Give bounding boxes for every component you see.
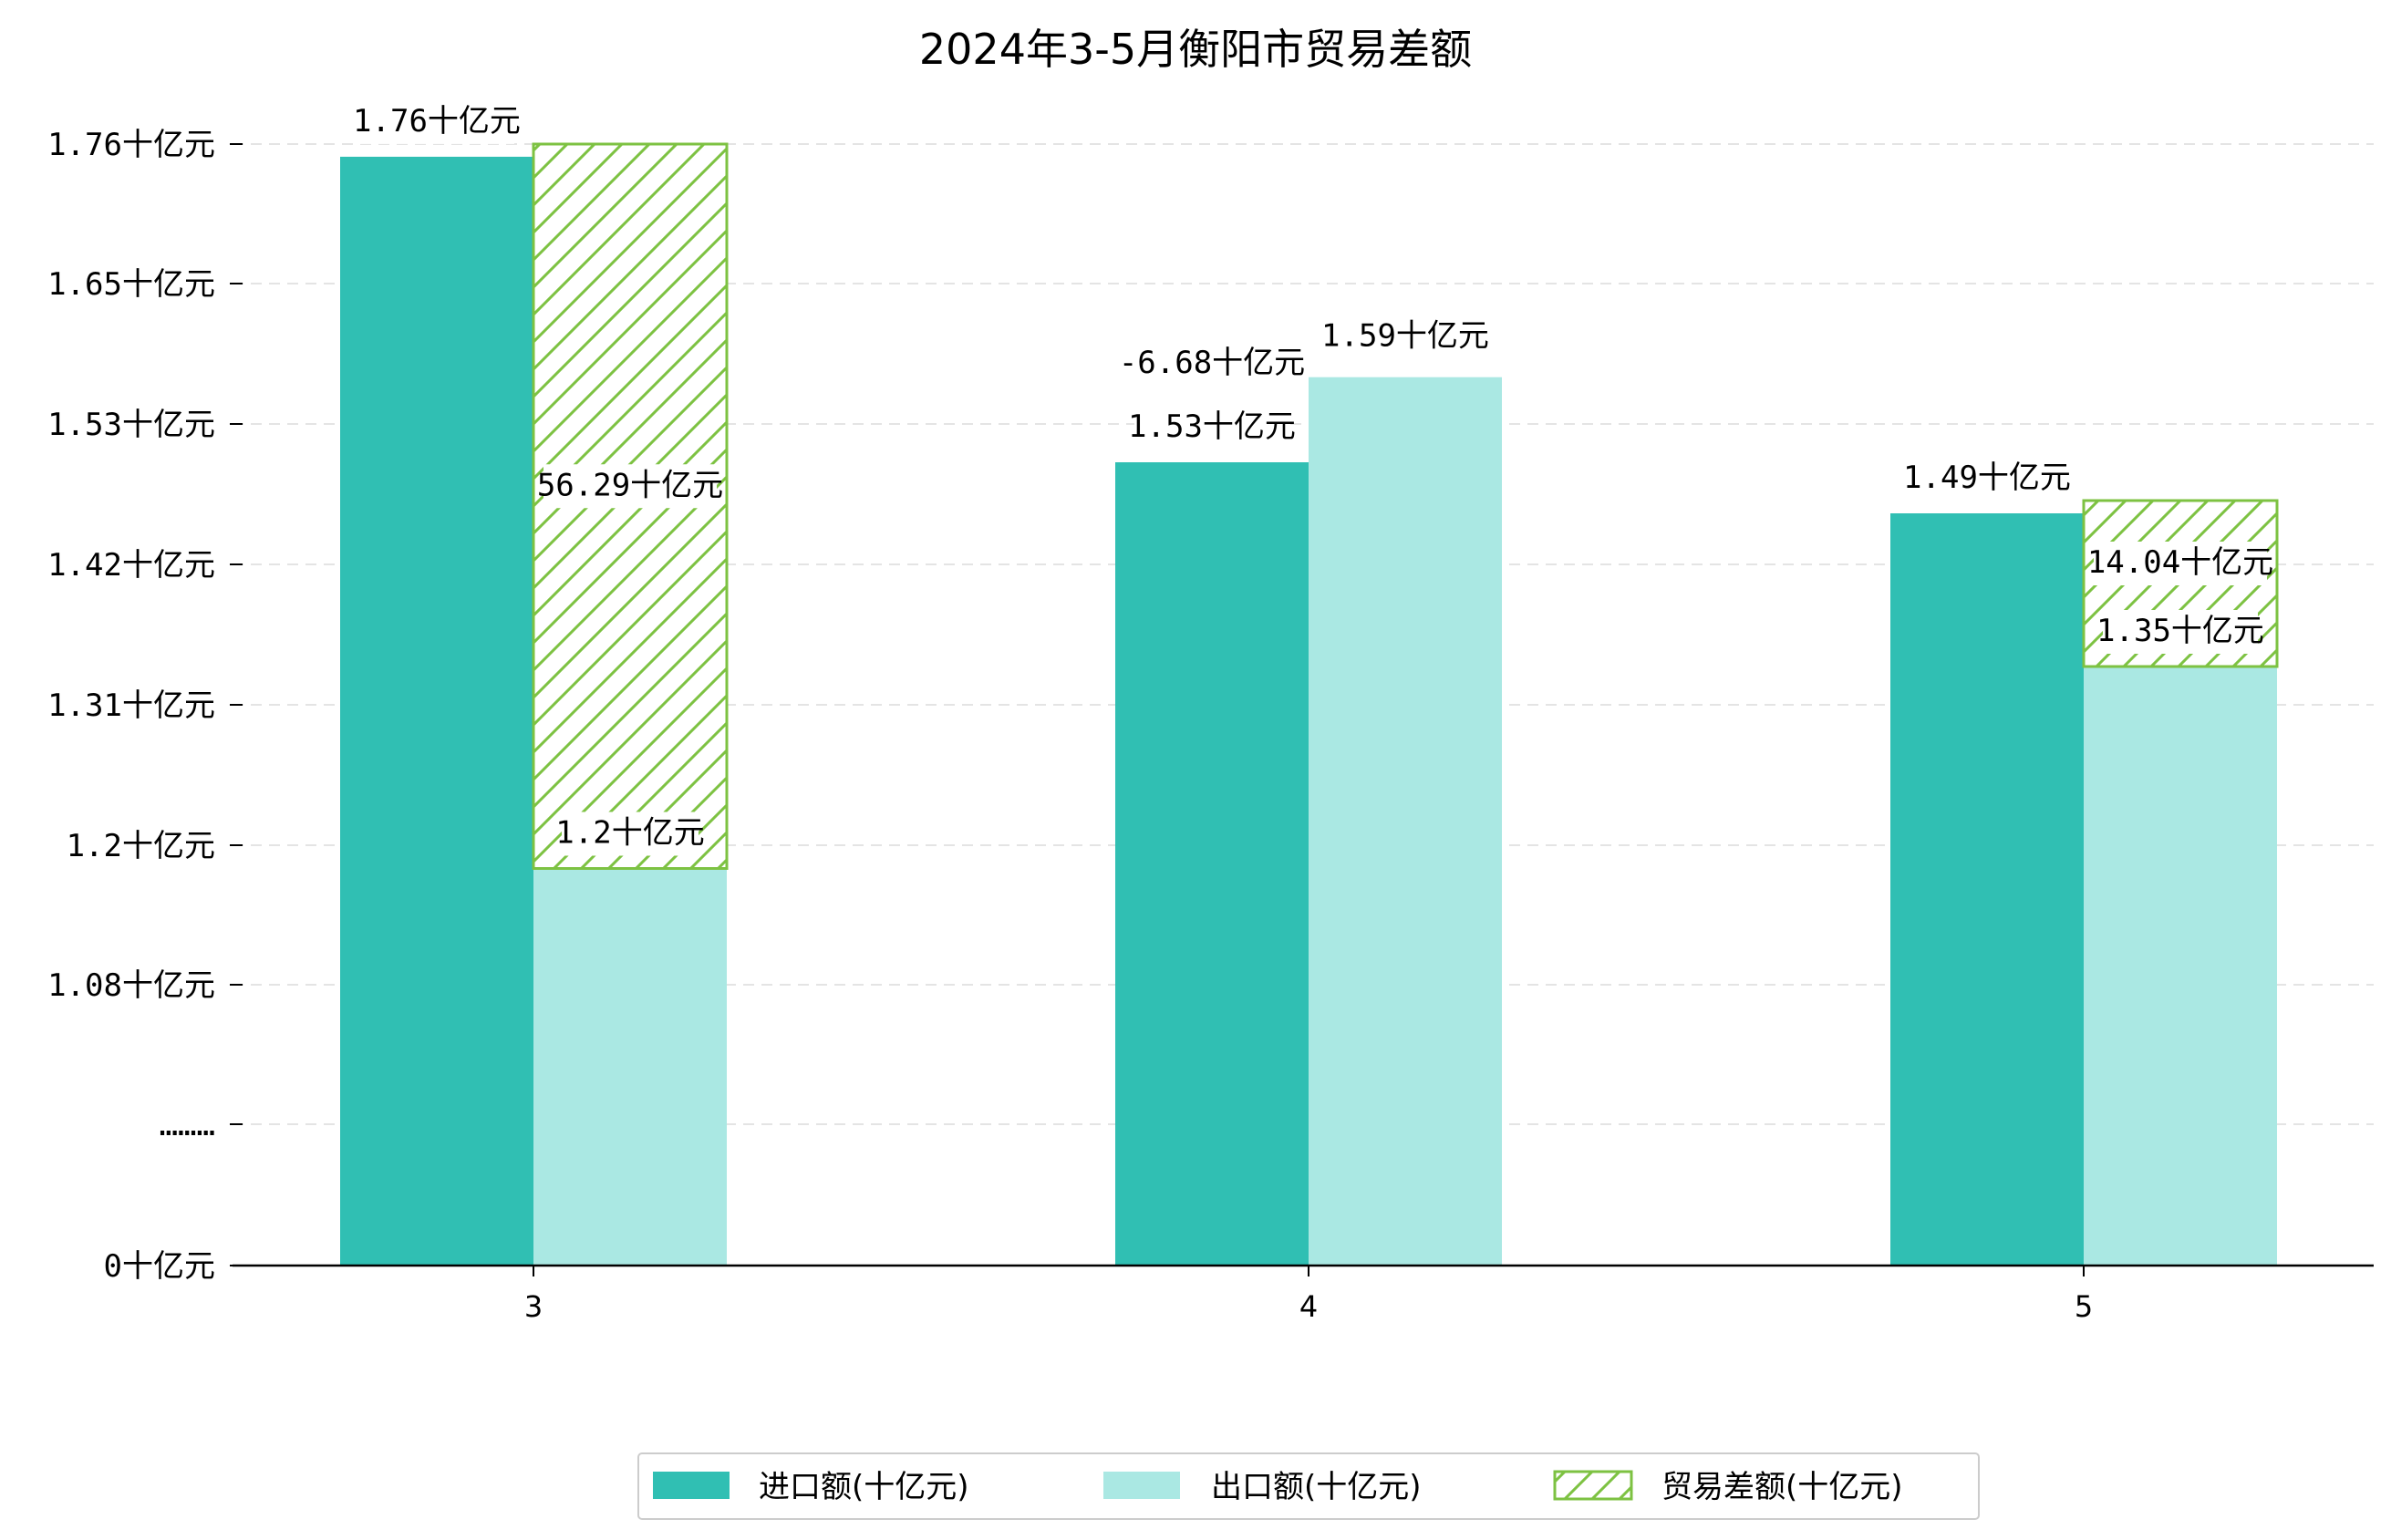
svg-text:1.59十亿元: 1.59十亿元 <box>1321 318 1489 355</box>
data-labels: 1.2十亿元 56.29十亿元 1.76十亿元 1.59十亿元 1.53十亿元 -6.68… <box>353 99 2273 856</box>
x-tick-label: 5 <box>2075 1289 2093 1324</box>
svg-text:1.49十亿元: 1.49十亿元 <box>1903 460 2071 496</box>
bar-export <box>533 868 727 1266</box>
data-label-balance: 14.04十亿元 <box>2087 542 2273 585</box>
legend-box <box>637 1452 1980 1520</box>
bar-import <box>1890 513 2084 1266</box>
data-label-export: 1.35十亿元 <box>2096 610 2264 654</box>
y-tick-label: ……… <box>160 1107 215 1143</box>
bar-import <box>340 156 533 1266</box>
x-tick-label: 4 <box>1299 1289 1318 1324</box>
bar-import <box>1115 462 1309 1266</box>
svg-text:1.2十亿元: 1.2十亿元 <box>555 815 704 852</box>
legend: 进口额(十亿元) 出口额(十亿元) 贸易差额(十亿元) <box>637 1452 1980 1520</box>
legend-label-balance: 贸易差额(十亿元) <box>1661 1469 1903 1505</box>
data-label-import: 1.49十亿元 <box>1903 457 2071 501</box>
y-tick-label: 1.76十亿元 <box>47 127 215 163</box>
legend-swatch-import <box>653 1472 730 1499</box>
bar-export <box>2084 667 2277 1266</box>
y-tick-label: 1.31十亿元 <box>47 687 215 724</box>
svg-text:1.35十亿元: 1.35十亿元 <box>2096 613 2264 649</box>
svg-text:56.29十亿元: 56.29十亿元 <box>537 467 723 503</box>
data-label-balance: -6.68十亿元 <box>1119 342 1305 386</box>
y-tick-label: 1.53十亿元 <box>47 407 215 443</box>
legend-swatch-balance <box>1553 1470 1633 1501</box>
chart-title: 2024年3-5月衡阳市贸易差额 <box>919 25 1472 74</box>
y-tick-label: 1.65十亿元 <box>47 266 215 303</box>
y-tick-label: 1.42十亿元 <box>47 547 215 584</box>
legend-swatch-export <box>1103 1472 1180 1499</box>
data-label-export: 1.2十亿元 <box>555 811 705 856</box>
y-axis: 0十亿元 ……… 1.08十亿元 1.2十亿元 1.31十亿元 1.42十亿元 1.53十亿… <box>47 127 243 1285</box>
data-label-import: 1.53十亿元 <box>1128 406 1296 450</box>
x-axis: 3 4 5 <box>524 1266 2093 1324</box>
y-tick-label: 1.08十亿元 <box>47 967 215 1004</box>
data-label-import: 1.76十亿元 <box>353 99 521 144</box>
data-label-balance: 56.29十亿元 <box>537 464 723 509</box>
legend-label-import: 进口额(十亿元) <box>759 1469 969 1505</box>
bars <box>340 142 2279 1266</box>
data-label-export: 1.59十亿元 <box>1321 315 1489 359</box>
svg-text:-6.68十亿元: -6.68十亿元 <box>1119 345 1305 381</box>
legend-label-export: 出口额(十亿元) <box>1211 1469 1422 1505</box>
y-tick-label: 1.2十亿元 <box>67 828 215 864</box>
bar-export <box>1309 377 1502 1266</box>
x-tick-label: 3 <box>524 1289 543 1324</box>
svg-text:14.04十亿元: 14.04十亿元 <box>2087 544 2273 581</box>
svg-text:1.53十亿元: 1.53十亿元 <box>1128 408 1296 445</box>
svg-text:1.76十亿元: 1.76十亿元 <box>353 103 521 140</box>
y-tick-label: 0十亿元 <box>104 1248 215 1285</box>
